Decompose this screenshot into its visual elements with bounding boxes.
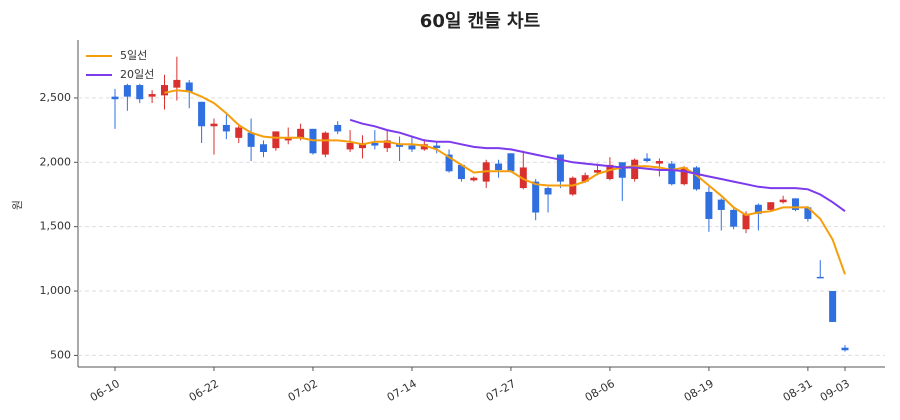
candle-body [643, 158, 651, 162]
candle-body [829, 291, 837, 322]
candle-body [693, 167, 701, 190]
candle-body [210, 123, 218, 127]
candle-body [841, 347, 849, 351]
ma-line [164, 89, 846, 275]
x-tick-label: 08-19 [682, 377, 716, 404]
candle-body [371, 142, 379, 146]
x-tick-label: 08-31 [781, 377, 815, 404]
candle-body [804, 207, 812, 219]
candle-body [222, 124, 230, 132]
candle-body [457, 164, 465, 180]
candle-body [631, 159, 639, 180]
candle-body [148, 94, 156, 97]
candle-body [136, 85, 144, 100]
chart-title: 60일 캔들 차트 [420, 11, 540, 32]
candle-body [334, 124, 342, 132]
y-tick-label: 1,000 [40, 284, 72, 297]
candle-body [495, 163, 503, 171]
y-tick-label: 1,500 [40, 220, 72, 233]
candle-body [742, 213, 750, 230]
candle-body [160, 85, 168, 96]
candle-body [779, 199, 787, 203]
candle-body [445, 154, 453, 172]
y-tick-label: 2,000 [40, 155, 72, 168]
x-tick-label: 07-02 [286, 377, 320, 404]
y-tick-label: 2,500 [40, 91, 72, 104]
candle-body [173, 79, 181, 88]
candle-body [767, 202, 775, 210]
candle-body [470, 177, 478, 181]
candle-body [111, 96, 119, 100]
candle-body [606, 164, 614, 180]
candle-body [668, 163, 676, 185]
legend-label: 5일선 [120, 48, 147, 62]
candle-body [730, 209, 738, 227]
candle-body [594, 170, 602, 173]
candle-body [346, 142, 354, 150]
candle-body [655, 161, 663, 164]
candle-body [792, 198, 800, 210]
x-tick-label: 07-14 [385, 377, 419, 404]
candle-body [297, 128, 305, 138]
candle-body [408, 145, 416, 150]
x-tick-label: 06-10 [88, 377, 122, 404]
candle-body [519, 167, 527, 189]
candle-body [532, 181, 540, 213]
candle-body [358, 142, 366, 149]
x-tick-label: 07-27 [484, 377, 518, 404]
candle-body [680, 167, 688, 185]
candle-body [185, 82, 193, 92]
ma-line [349, 118, 846, 213]
x-tick-label: 08-06 [583, 377, 617, 404]
candle-body [754, 204, 762, 214]
candle-body [383, 140, 391, 149]
candle-body [544, 188, 552, 195]
candle-body [705, 191, 713, 219]
candle-body [123, 85, 131, 97]
legend-label: 20일선 [120, 67, 154, 81]
candle-body [433, 145, 441, 149]
candle-body [556, 154, 564, 182]
candle-body [420, 144, 428, 150]
x-tick-label: 09-03 [818, 377, 852, 404]
candle-body [247, 132, 255, 147]
y-axis-label: 원 [11, 200, 24, 210]
candle-body [816, 276, 824, 279]
candle-body [321, 132, 329, 155]
x-tick-label: 06-22 [187, 377, 221, 404]
candle-body [198, 101, 206, 127]
candle-body [717, 199, 725, 210]
candle-body [272, 131, 280, 149]
y-tick-label: 500 [50, 348, 71, 361]
candle-body [259, 144, 267, 153]
candle-body [396, 144, 404, 147]
candle-body [284, 137, 292, 141]
candle-body [618, 162, 626, 178]
candle-body [507, 153, 515, 172]
candle-body [581, 175, 589, 182]
candle-body [235, 127, 243, 138]
